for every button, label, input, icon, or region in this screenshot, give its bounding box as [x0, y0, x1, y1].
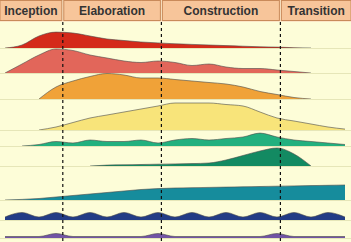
svg-text:Transition: Transition [288, 4, 343, 18]
svg-text:Elaboration: Elaboration [79, 4, 145, 18]
svg-text:Inception: Inception [8, 4, 58, 18]
svg-text:Construction: Construction [184, 4, 259, 18]
